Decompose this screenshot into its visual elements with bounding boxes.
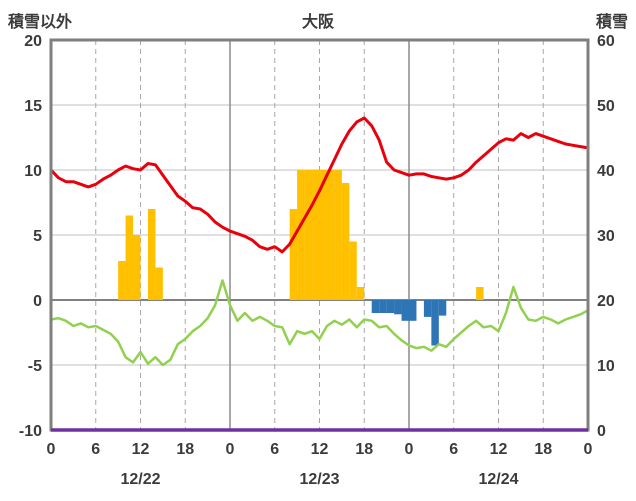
blue-bars-bar [379, 300, 387, 313]
left-axis-tick-label: -5 [28, 358, 42, 375]
orange-bars-bar [356, 287, 365, 300]
orange-bars-bar [304, 170, 313, 300]
left-axis-tick-label: 0 [33, 293, 42, 310]
orange-bars-bar [147, 209, 156, 300]
right-axis-tick-label: 0 [597, 423, 606, 440]
left-axis-tick-label: 10 [24, 163, 42, 180]
orange-bars-bar [133, 235, 141, 300]
chart-title: 大阪 [301, 14, 334, 31]
date-label: 12/24 [478, 471, 518, 488]
blue-bars-bar [394, 300, 402, 315]
x-axis-tick-label: 12 [490, 441, 508, 458]
x-axis-tick-label: 6 [91, 441, 100, 458]
blue-bars-bar [386, 300, 395, 313]
date-label: 12/22 [120, 471, 160, 488]
orange-bars-bar [326, 170, 335, 300]
orange-bars-bar [312, 170, 320, 300]
right-axis-title: 積雪 [595, 14, 628, 31]
blue-bars-bar [371, 300, 380, 313]
orange-bars-bar [289, 209, 298, 300]
date-label: 12/23 [299, 471, 339, 488]
red-line [49, 116, 590, 254]
left-axis-tick-label: 5 [33, 228, 42, 245]
x-axis-tick-label: 0 [584, 441, 593, 458]
x-axis-tick-label: 6 [449, 441, 458, 458]
right-axis-tick-label: 40 [597, 163, 615, 180]
right-axis-tick-label: 30 [597, 228, 615, 245]
x-axis-tick-label: 6 [270, 441, 279, 458]
blue-bars-bar [438, 300, 447, 316]
right-axis-tick-label: 20 [597, 293, 615, 310]
left-axis-title: 積雪以外 [8, 14, 73, 31]
left-axis-tick-label: 15 [24, 98, 42, 115]
orange-bars-bar [349, 241, 357, 300]
orange-bars-bar [334, 170, 342, 300]
x-axis-tick-label: 0 [47, 441, 56, 458]
x-axis-tick-label: 12 [311, 441, 329, 458]
orange-bars-bar [125, 215, 134, 300]
x-axis-tick-label: 0 [405, 441, 414, 458]
orange-bars-bar [319, 170, 327, 300]
orange-bars-bar [155, 267, 163, 300]
x-axis-tick-label: 18 [355, 441, 373, 458]
orange-bars-bar [476, 287, 484, 300]
orange-bars-bar [118, 261, 126, 300]
x-axis-tick-label: 12 [132, 441, 150, 458]
blue-bars-bar [401, 300, 409, 321]
right-axis-tick-label: 60 [597, 33, 615, 50]
x-axis-tick-label: 18 [176, 441, 194, 458]
left-axis-tick-label: 20 [24, 33, 42, 50]
green-line [49, 279, 590, 367]
right-axis-tick-label: 10 [597, 358, 615, 375]
blue-bars-bar [423, 300, 432, 317]
blue-bars-bar [431, 300, 439, 346]
orange-bars-bar [341, 183, 350, 300]
blue-bars-bar [409, 300, 417, 321]
x-axis-tick-label: 0 [226, 441, 235, 458]
left-axis-tick-label: -10 [19, 423, 42, 440]
x-axis-tick-label: 18 [534, 441, 552, 458]
right-axis-tick-label: 50 [597, 98, 615, 115]
orange-bars-bar [297, 170, 305, 300]
